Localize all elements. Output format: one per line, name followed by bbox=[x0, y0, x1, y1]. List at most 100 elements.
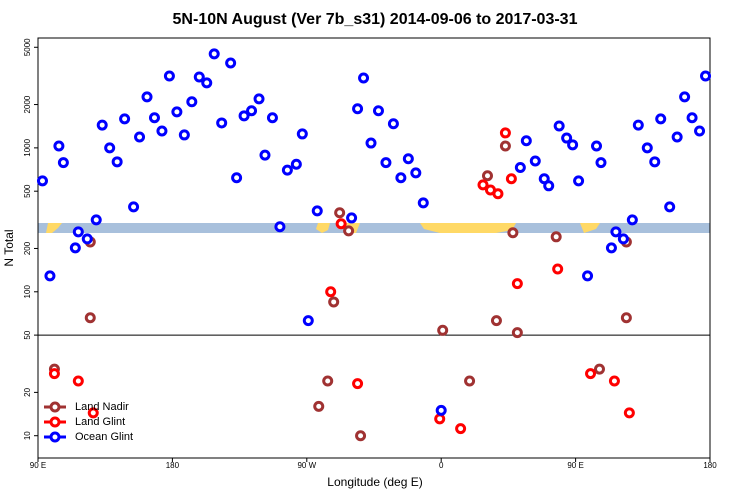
point bbox=[490, 315, 502, 327]
point bbox=[57, 157, 69, 169]
point bbox=[119, 113, 131, 125]
point bbox=[141, 91, 153, 103]
point bbox=[608, 375, 620, 387]
point bbox=[387, 118, 399, 130]
point bbox=[208, 48, 220, 60]
point bbox=[605, 242, 617, 254]
point bbox=[346, 212, 358, 224]
point bbox=[134, 131, 146, 143]
point bbox=[322, 375, 334, 387]
point bbox=[626, 214, 638, 226]
y-tick-label: 20 bbox=[23, 387, 32, 396]
point bbox=[671, 131, 683, 143]
point bbox=[492, 188, 504, 200]
point bbox=[274, 221, 286, 233]
point bbox=[44, 270, 56, 282]
point bbox=[325, 286, 337, 298]
point bbox=[552, 263, 564, 275]
point bbox=[595, 157, 607, 169]
point bbox=[193, 71, 205, 83]
point bbox=[225, 57, 237, 69]
point bbox=[686, 112, 698, 124]
point bbox=[216, 117, 228, 129]
point bbox=[507, 227, 519, 239]
point bbox=[641, 142, 653, 154]
legend-label: Land Nadir bbox=[75, 401, 129, 413]
point bbox=[664, 201, 676, 213]
point bbox=[355, 430, 367, 442]
point bbox=[246, 105, 258, 117]
point bbox=[694, 125, 706, 137]
point bbox=[281, 164, 293, 176]
point bbox=[335, 218, 347, 230]
point bbox=[111, 156, 123, 168]
point bbox=[582, 270, 594, 282]
y-tick-label: 200 bbox=[23, 241, 32, 255]
point bbox=[632, 119, 644, 131]
point bbox=[343, 225, 355, 237]
point bbox=[499, 140, 511, 152]
point bbox=[477, 179, 489, 191]
ocean-band bbox=[38, 223, 710, 233]
x-tick-label: 180 bbox=[703, 461, 717, 470]
point bbox=[437, 324, 449, 336]
point bbox=[553, 120, 565, 132]
point bbox=[201, 77, 213, 89]
point bbox=[296, 128, 308, 140]
point bbox=[700, 70, 712, 82]
point bbox=[253, 93, 265, 105]
point bbox=[53, 140, 65, 152]
point bbox=[511, 278, 523, 290]
point bbox=[511, 327, 523, 339]
point bbox=[36, 175, 48, 187]
point bbox=[550, 231, 562, 243]
point bbox=[649, 156, 661, 168]
point bbox=[178, 129, 190, 141]
point bbox=[186, 96, 198, 108]
point bbox=[352, 378, 364, 390]
land bbox=[316, 223, 330, 233]
chart-title: 5N-10N August (Ver 7b_s31) 2014-09-06 to… bbox=[173, 11, 578, 28]
point bbox=[591, 140, 603, 152]
land bbox=[580, 223, 600, 233]
point bbox=[72, 375, 84, 387]
point bbox=[156, 125, 168, 137]
point bbox=[238, 110, 250, 122]
point bbox=[395, 172, 407, 184]
point bbox=[380, 157, 392, 169]
land bbox=[420, 223, 516, 233]
point bbox=[481, 170, 493, 182]
point bbox=[84, 312, 96, 324]
x-tick-label: 90 W bbox=[297, 461, 316, 470]
point bbox=[128, 201, 140, 213]
y-tick-label: 50 bbox=[23, 330, 32, 339]
point bbox=[620, 312, 632, 324]
point bbox=[148, 112, 160, 124]
y-tick-label: 5000 bbox=[23, 38, 32, 56]
point bbox=[435, 404, 447, 416]
y-tick-label: 10 bbox=[23, 431, 32, 440]
point bbox=[81, 233, 93, 245]
point bbox=[302, 315, 314, 327]
point bbox=[90, 214, 102, 226]
y-tick-label: 2000 bbox=[23, 95, 32, 113]
y-axis-label: N Total bbox=[2, 229, 16, 266]
legend-marker bbox=[49, 431, 61, 443]
point bbox=[529, 155, 541, 167]
map-band bbox=[38, 223, 710, 233]
point bbox=[334, 207, 346, 219]
point bbox=[171, 106, 183, 118]
point bbox=[311, 205, 323, 217]
legend-label: Ocean Glint bbox=[75, 431, 133, 443]
point bbox=[358, 72, 370, 84]
legend-marker bbox=[49, 401, 61, 413]
point bbox=[520, 135, 532, 147]
point bbox=[328, 296, 340, 308]
point bbox=[402, 153, 414, 165]
x-tick-label: 90 E bbox=[30, 461, 46, 470]
point bbox=[372, 105, 384, 117]
point bbox=[48, 368, 60, 380]
point bbox=[610, 226, 622, 238]
legend-marker bbox=[49, 416, 61, 428]
